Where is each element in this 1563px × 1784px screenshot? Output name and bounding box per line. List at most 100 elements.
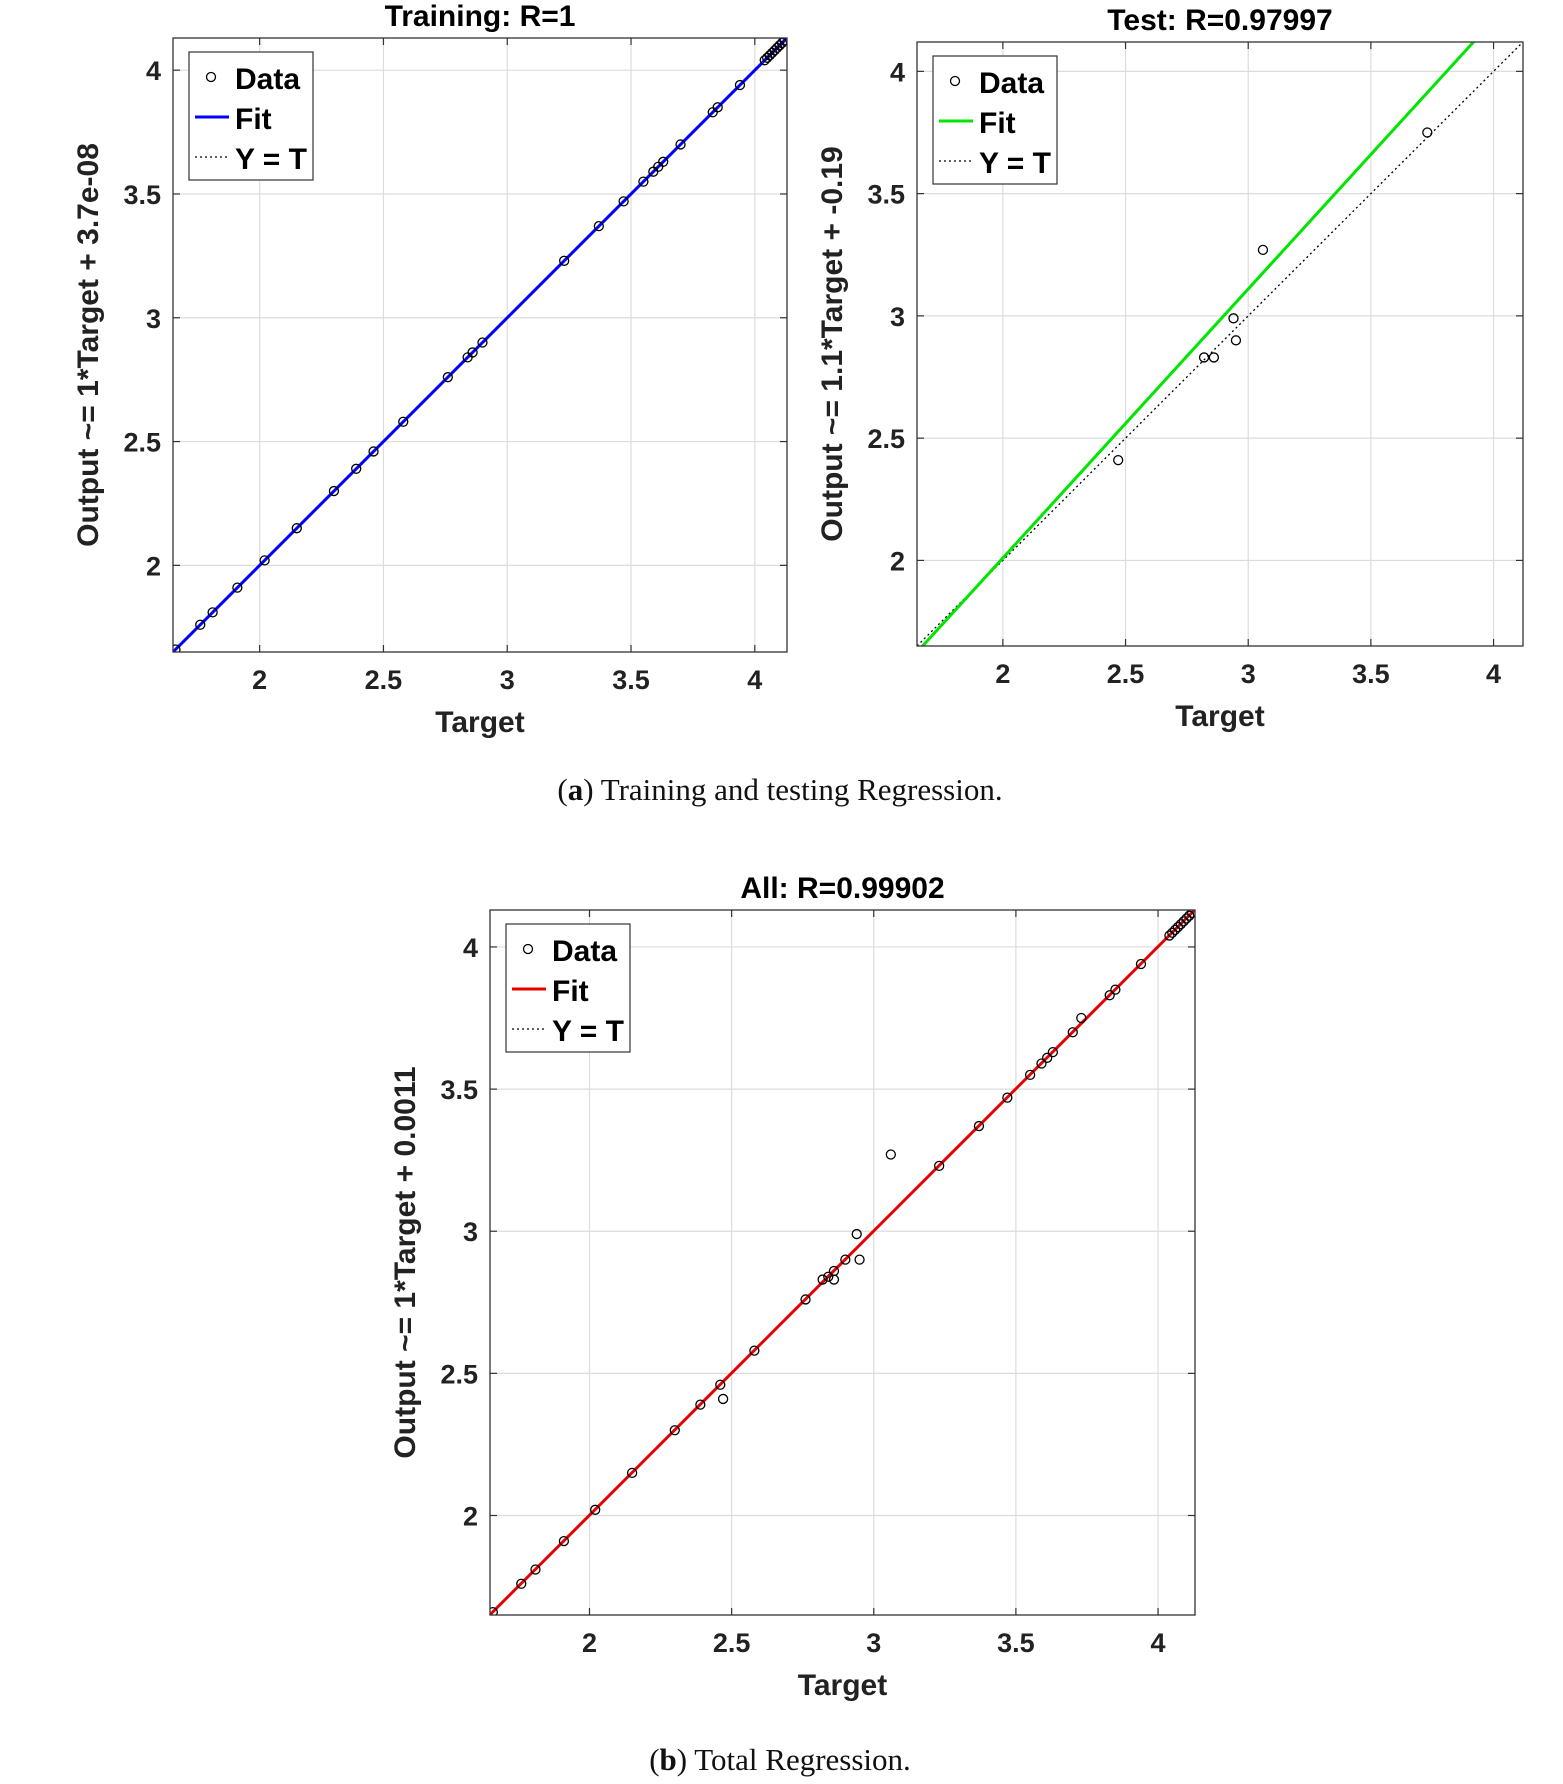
axes-box: [489, 909, 1196, 1616]
x-tick-label: 2.5: [365, 665, 403, 695]
x-tick-label: 2: [582, 1628, 597, 1658]
data-point: [934, 1160, 945, 1171]
data-point: [669, 1425, 680, 1436]
data-point: [851, 1228, 862, 1240]
data-point: [490, 1607, 498, 1615]
data-point: [1002, 1092, 1013, 1103]
data-point: [398, 416, 409, 427]
y-tick-label: 4: [463, 933, 478, 963]
data-point: [1036, 1058, 1047, 1069]
legend-label: Data: [552, 935, 617, 968]
plot-content: [917, 42, 1523, 646]
data-point: [715, 1379, 726, 1390]
data-point: [626, 1467, 638, 1479]
data-point: [173, 644, 181, 652]
data-point: [195, 619, 206, 630]
x-tick-label: 4: [747, 665, 762, 695]
x-tick-label: 2: [252, 665, 267, 695]
y-tick-label: 3.5: [440, 1075, 478, 1105]
y-tick-label: 3: [146, 304, 161, 334]
data-point: [1169, 924, 1181, 936]
data-point: [530, 1564, 541, 1575]
legend-label: Fit: [552, 975, 589, 1008]
legend-data-marker: [205, 71, 217, 83]
legend-data-marker: [522, 943, 534, 955]
data-point: [590, 1504, 601, 1515]
y-tick-label: 3.5: [867, 180, 905, 210]
data-point: [817, 1274, 828, 1285]
x-tick-label: 4: [1151, 1628, 1166, 1658]
y-tick-label: 3: [463, 1217, 478, 1247]
y-tick-label: 2: [146, 551, 161, 581]
data-point: [712, 102, 723, 113]
x-tick-label: 3.5: [997, 1628, 1035, 1658]
data-point: [854, 1254, 865, 1265]
y-axis-label: Output ~= 1*Target + 0.0011: [389, 1066, 422, 1458]
data-point: [1230, 335, 1242, 346]
legend-data-marker: [949, 75, 961, 87]
data-point: [516, 1578, 527, 1589]
data-point: [1135, 958, 1147, 970]
data-point: [618, 196, 629, 207]
x-tick-label: 3: [500, 665, 515, 695]
training-regression-panel: 2 2.5 3 3.5 4 2 2.5 3 3.5 4 Training: R=1 Target Out…: [72, 0, 788, 739]
data-point: [1113, 455, 1124, 466]
data-point: [1178, 916, 1189, 927]
y-axis-label: Output ~= 1.1*Target + -0.19: [816, 146, 849, 541]
chart-title: All: R=0.99902: [740, 872, 944, 905]
legend: Data Fit Y = T: [932, 55, 1058, 185]
legend-label: Fit: [979, 107, 1016, 140]
data-point: [1042, 1052, 1053, 1063]
data-point: [207, 607, 218, 618]
y-tick-label: 4: [890, 57, 905, 87]
data-point: [1181, 913, 1192, 924]
y-tick-label: 2.5: [440, 1359, 478, 1389]
legend-label: Data: [979, 67, 1044, 100]
all-regression-panel: 2 2.5 3 3.5 4 2 2.5 3 3.5 4 All: R=0.99902 Target Ou…: [389, 872, 1196, 1702]
y-tick-label: 4: [146, 56, 161, 86]
legend-label: Fit: [235, 103, 272, 136]
x-axis-label: Target: [435, 706, 524, 739]
x-axis-label: Target: [798, 1669, 887, 1702]
data-point: [559, 255, 570, 266]
data-point: [973, 1120, 985, 1132]
data-point: [1184, 910, 1195, 921]
x-tick-label: 3.5: [612, 665, 650, 695]
data-point: [840, 1254, 851, 1265]
y-tick-label: 3: [890, 302, 905, 332]
data-point: [558, 1535, 570, 1547]
data-point: [1024, 1069, 1036, 1081]
data-point: [291, 523, 302, 534]
data-point: [779, 38, 787, 46]
y-tick-label: 2: [463, 1502, 478, 1532]
data-point: [823, 1271, 834, 1282]
x-tick-label: 2: [995, 659, 1010, 689]
data-point: [1164, 930, 1175, 941]
data-point: [828, 1265, 840, 1277]
data-point: [1228, 313, 1239, 324]
data-point: [1257, 244, 1269, 256]
y-tick-label: 2.5: [867, 424, 905, 454]
data-point: [1104, 990, 1115, 1001]
data-point: [351, 463, 362, 474]
test-regression-panel: 2 2.5 3 3.5 4 2 2.5 3 3.5 4 Test: R=0.97997 Target O…: [816, 4, 1524, 733]
chart-title: Training: R=1: [385, 0, 576, 33]
data-point: [1187, 910, 1195, 918]
data-point: [1198, 352, 1210, 363]
caption-a: (a) Training and testing Regression.: [557, 772, 1002, 807]
data-point: [1172, 921, 1184, 933]
data-point: [1422, 127, 1433, 138]
y-axis-label: Output ~= 1*Target + 3.7e-08: [72, 143, 105, 547]
data-point: [638, 176, 649, 187]
data-point: [467, 347, 478, 358]
legend-label: Y = T: [235, 143, 307, 176]
data-point: [477, 337, 488, 348]
fit-line: [173, 38, 787, 652]
data-point: [1167, 927, 1178, 938]
data-point: [658, 156, 669, 167]
data-point: [1175, 919, 1186, 930]
axes-box: [172, 37, 788, 653]
data-point: [1067, 1027, 1078, 1038]
x-tick-label: 3.5: [1352, 659, 1390, 689]
x-tick-label: 2.5: [713, 1628, 751, 1658]
